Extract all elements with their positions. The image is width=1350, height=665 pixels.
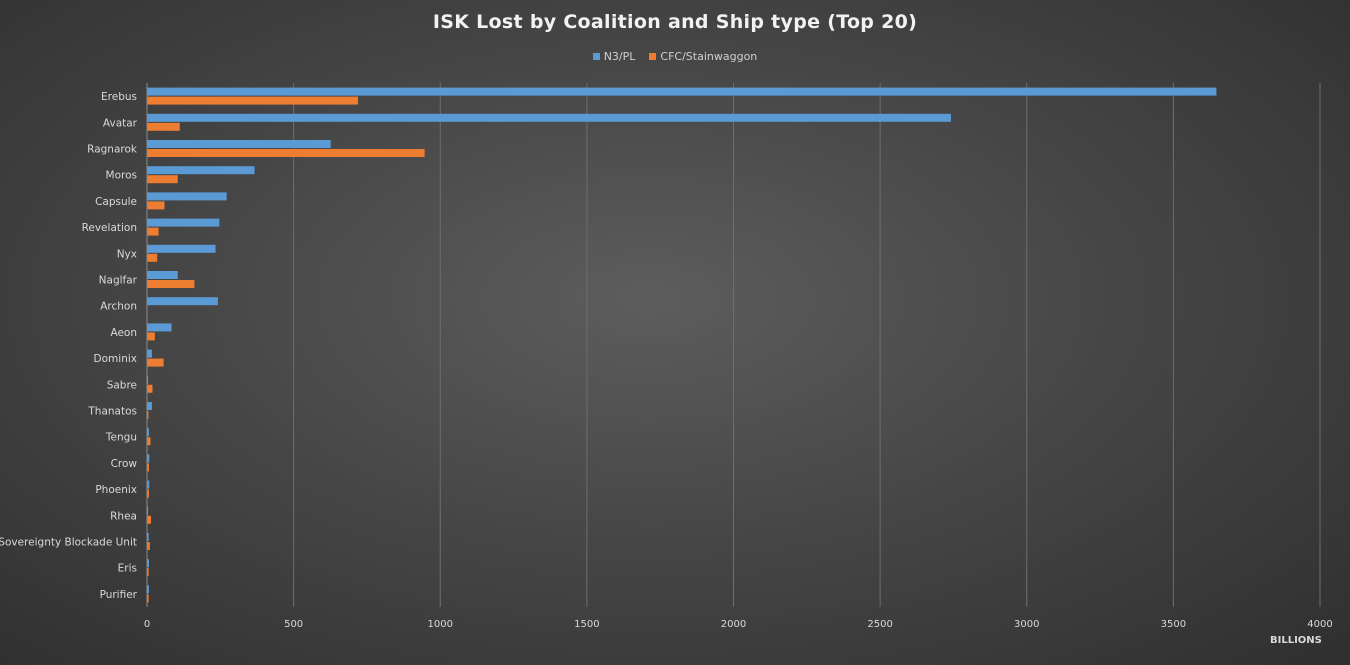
x-tick-label-4000: 4000: [1307, 619, 1332, 630]
bar-eris-series-0: [147, 559, 149, 568]
category-label-eris: Eris: [118, 563, 137, 575]
category-label-rhea: Rhea: [110, 510, 137, 522]
bar-tengu-series-1: [147, 437, 151, 446]
bar-tengu-series-0: [147, 428, 149, 437]
bar-rhea-series-0: [147, 506, 149, 515]
category-label-avatar: Avatar: [103, 117, 138, 129]
category-label-nyx: Nyx: [117, 248, 137, 260]
bar-ragnarok-series-0: [147, 140, 331, 148]
legend-swatch-n3pl: [592, 53, 600, 60]
bar-moros-series-1: [147, 175, 178, 184]
bar-purifier-series-1: [147, 594, 149, 603]
category-label-moros: Moros: [106, 170, 137, 182]
bar-purifier-series-0: [147, 585, 149, 594]
x-tick-label-3000: 3000: [1014, 619, 1039, 630]
bar-nyx-series-0: [147, 244, 216, 253]
category-label-naglfar: Naglfar: [99, 275, 138, 287]
bar-naglfar-series-1: [147, 280, 195, 288]
bar-aeon-series-1: [147, 332, 155, 341]
bar-naglfar-series-0: [147, 271, 178, 279]
legend-label-n3pl: N3/PL: [603, 50, 636, 63]
x-tick-label-1500: 1500: [574, 619, 599, 630]
chart-title: ISK Lost by Coalition and Ship type (Top…: [432, 11, 918, 33]
bar-erebus-series-0: [147, 87, 1217, 96]
bar-revelation-series-1: [147, 227, 159, 236]
bar-sovereignty-blockade-unit-series-1: [147, 542, 150, 550]
category-label-revelation: Revelation: [82, 222, 137, 234]
legend-item-cfc: CFC/Stainwaggon: [649, 50, 757, 63]
category-label-tengu: Tengu: [105, 432, 137, 444]
bar-thanatos-series-1: [147, 411, 149, 419]
legend-label-cfc: CFC/Stainwaggon: [660, 50, 758, 63]
category-label-erebus: Erebus: [101, 91, 137, 103]
category-label-phoenix: Phoenix: [95, 484, 137, 496]
category-label-archon: Archon: [100, 301, 137, 313]
category-label-ragnarok: Ragnarok: [87, 144, 138, 156]
bar-moros-series-0: [147, 166, 255, 175]
bar-thanatos-series-0: [147, 402, 152, 410]
x-tick-label-0: 0: [144, 619, 150, 630]
x-tick-label-2000: 2000: [721, 619, 746, 630]
x-tick-label-3500: 3500: [1161, 619, 1186, 630]
x-tick-label-500: 500: [284, 619, 303, 630]
category-label-sovereignty-blockade-unit: Sovereignty Blockade Unit: [0, 537, 137, 549]
bar-dominix-series-0: [147, 349, 152, 358]
category-label-capsule: Capsule: [95, 196, 137, 208]
bar-crow-series-1: [147, 463, 149, 472]
bar-avatar-series-0: [147, 113, 952, 122]
bar-phoenix-series-0: [147, 480, 150, 489]
category-label-purifier: Purifier: [100, 589, 138, 601]
bar-sabre-series-1: [147, 384, 153, 393]
bar-sabre-series-0: [147, 375, 149, 384]
category-label-aeon: Aeon: [110, 327, 137, 339]
bar-sovereignty-blockade-unit-series-0: [147, 533, 149, 541]
bar-capsule-series-1: [147, 201, 165, 210]
bar-dominix-series-1: [147, 358, 164, 367]
bar-aeon-series-0: [147, 323, 172, 332]
category-label-sabre: Sabre: [107, 379, 137, 391]
bar-eris-series-1: [147, 568, 149, 577]
legend-swatch-cfc: [649, 53, 657, 60]
category-label-dominix: Dominix: [94, 353, 137, 365]
bar-capsule-series-0: [147, 192, 227, 201]
category-label-thanatos: Thanatos: [87, 406, 137, 418]
bar-phoenix-series-1: [147, 489, 149, 498]
x-tick-label-1000: 1000: [428, 619, 453, 630]
bar-archon-series-0: [147, 297, 218, 306]
bar-erebus-series-1: [147, 96, 359, 105]
x-tick-label-2500: 2500: [867, 619, 892, 630]
bar-revelation-series-0: [147, 218, 220, 227]
category-label-crow: Crow: [111, 458, 138, 470]
bar-nyx-series-1: [147, 253, 158, 262]
legend-item-n3pl: N3/PL: [592, 50, 636, 63]
bar-crow-series-0: [147, 454, 150, 463]
x-axis-label: BILLIONS: [1270, 635, 1322, 646]
legend: N3/PL CFC/Stainwaggon: [0, 50, 1350, 63]
bar-avatar-series-1: [147, 122, 180, 131]
bar-rhea-series-1: [147, 515, 152, 524]
bar-ragnarok-series-1: [147, 149, 425, 157]
